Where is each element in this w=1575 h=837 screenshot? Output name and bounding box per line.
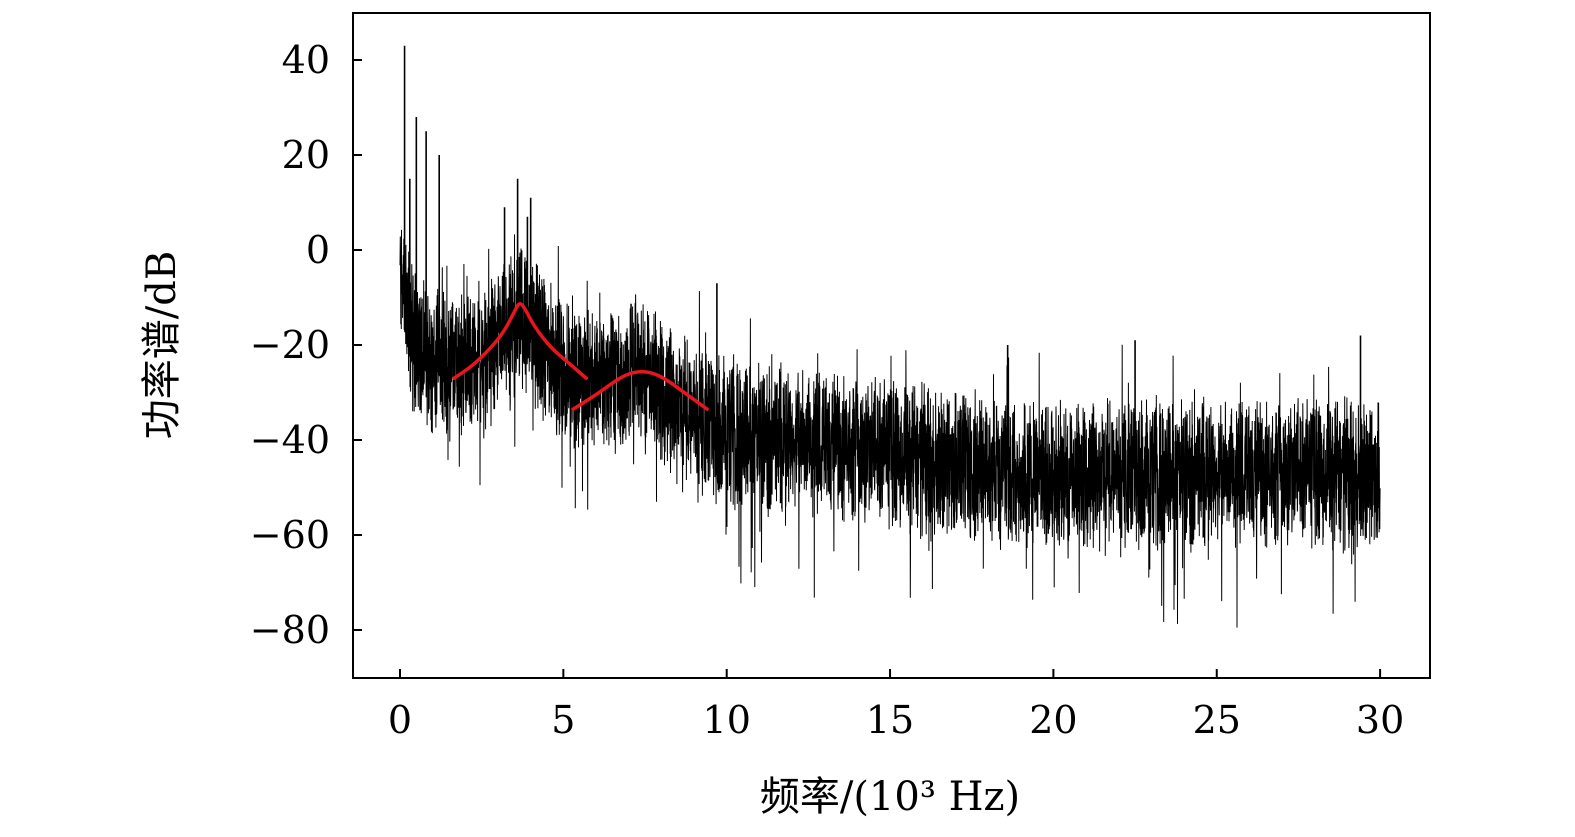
y-tick-label: −80 [250,608,330,652]
y-axis-title: 功率谱/dB [139,251,185,439]
y-tick-label: 0 [306,228,330,272]
y-tick-label: 40 [282,38,330,82]
x-tick-label: 30 [1356,698,1404,742]
x-tick-label: 25 [1193,698,1241,742]
formant-fit-curves [452,302,709,411]
x-tick-label: 10 [703,698,751,742]
x-tick-label: 20 [1029,698,1077,742]
formant-fit-1-curve [452,302,588,380]
y-tick-label: −40 [250,418,330,462]
y-tick-label: −60 [250,513,330,557]
y-axis: 40 20 0 −20 −40 −60 −80 [250,38,362,652]
y-tick-label: −20 [250,323,330,367]
formant-fit-2-curve [571,369,709,411]
x-tick-label: 5 [551,698,575,742]
spectrum-line [399,229,1381,628]
x-tick-label: 0 [388,698,412,742]
x-axis: 0 5 10 15 20 25 30 [388,669,1404,742]
spectrum-trace [399,45,1381,628]
y-tick-label: 20 [282,133,330,177]
x-tick-label: 15 [866,698,914,742]
x-axis-title: 频率/(10³ Hz) [760,774,1020,820]
